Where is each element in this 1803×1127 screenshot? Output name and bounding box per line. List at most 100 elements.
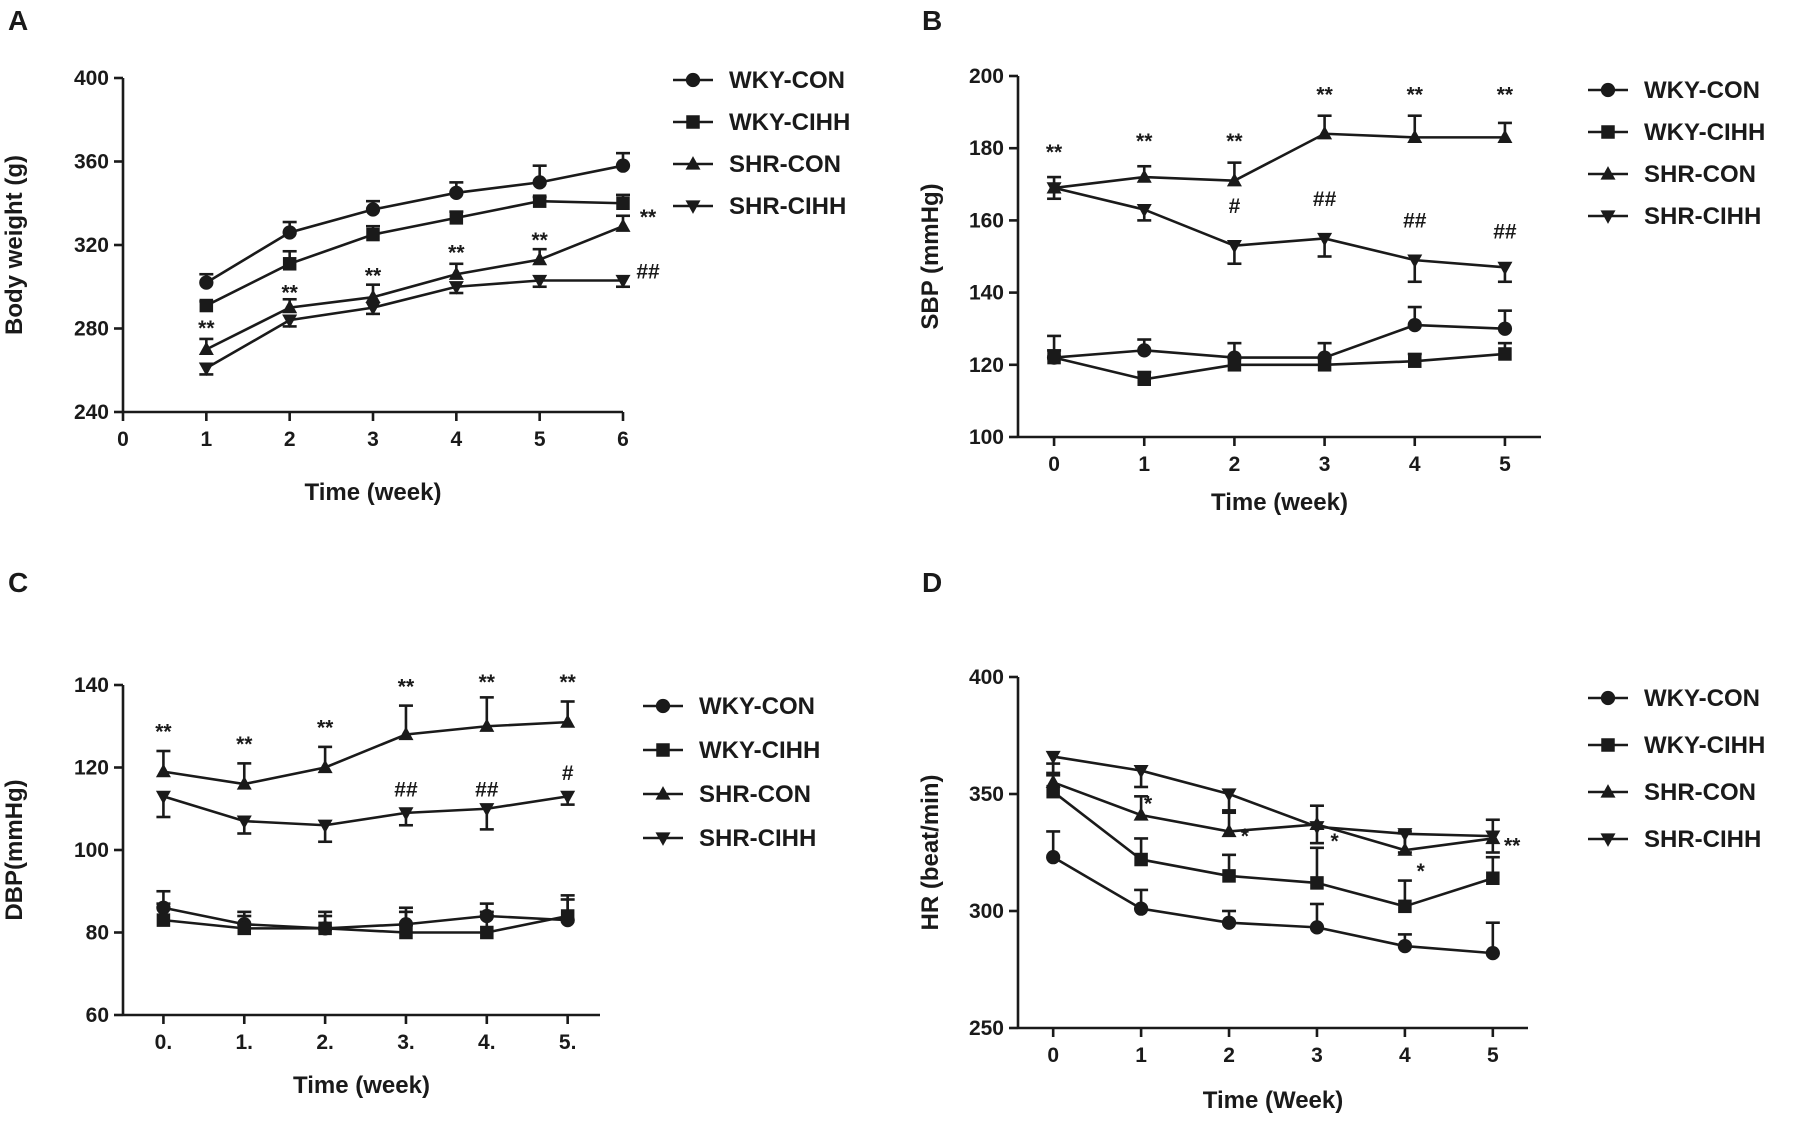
marker-shr-cihh <box>448 281 464 295</box>
x-tick-label: 4 <box>450 428 462 451</box>
marker-wky-con <box>365 202 381 217</box>
marker-shr-cihh <box>365 302 381 316</box>
legend-marker-shr-con <box>685 156 701 170</box>
marker-shr-cihh <box>1045 750 1061 765</box>
legend-marker-wky-con <box>1600 690 1616 706</box>
y-tick-label: 160 <box>969 209 1004 232</box>
legend-marker-shr-cihh <box>655 832 671 846</box>
marker-wky-con <box>1221 915 1237 930</box>
legend-marker-shr-cihh <box>1600 833 1616 847</box>
series-line-shr-con <box>163 720 568 786</box>
legend-marker-shr-con <box>1600 784 1616 798</box>
significance-label: ## <box>394 778 418 801</box>
y-axis-title: DBP(mmHg) <box>1 779 28 920</box>
legend-label-wky-con: WKY-CON <box>1644 685 1760 712</box>
x-tick-label: 0 <box>117 428 129 451</box>
chart-c: 60 80 100 120 140 0. 1. 2. 3. 4. 5. Time (week) DBP(… <box>1 671 820 1099</box>
marker-shr-con <box>1407 129 1423 143</box>
x-axis-title: Time (week) <box>1211 489 1348 516</box>
marker-wky-cihh <box>1408 354 1422 368</box>
legend-marker-wky-con <box>655 698 671 714</box>
series-line-wky-con <box>1053 323 1505 359</box>
y-tick-label: 350 <box>969 783 1004 806</box>
series-line-wky-con <box>1052 856 1493 955</box>
marker-wky-cihh <box>399 925 413 940</box>
y-tick-label: 300 <box>969 900 1004 923</box>
y-tick-label: 140 <box>969 282 1004 305</box>
marker-shr-cihh <box>1136 203 1152 218</box>
x-tick-label: 3 <box>1319 453 1331 476</box>
marker-shr-con <box>282 299 298 314</box>
series-line-wky-cihh <box>205 199 624 307</box>
marker-wky-cihh <box>616 196 630 210</box>
marker-shr-cihh <box>1397 828 1413 842</box>
marker-shr-cihh <box>1226 240 1242 254</box>
x-axis-title: Time (week) <box>305 479 442 506</box>
panel-letter-a: A <box>8 5 28 36</box>
marker-shr-cihh <box>1407 254 1423 268</box>
significance-label: ## <box>1403 210 1427 233</box>
series-line-wky-cihh <box>163 914 568 934</box>
marker-wky-cihh <box>480 925 494 940</box>
x-tick-label: 5. <box>559 1031 577 1054</box>
marker-wky-con <box>282 225 297 240</box>
x-tick-label: 4. <box>478 1031 496 1054</box>
marker-shr-cihh <box>1221 788 1237 802</box>
series-line-wky-con <box>205 164 624 284</box>
marker-shr-cihh <box>155 790 171 805</box>
significance-label: # <box>562 762 574 785</box>
y-tick-label: 80 <box>86 922 109 945</box>
x-tick-label: 1 <box>1135 1044 1147 1067</box>
significance-label: ** <box>479 671 496 694</box>
y-tick-label: 140 <box>74 674 109 697</box>
marker-shr-con <box>448 266 464 280</box>
legend-label-wky-con: WKY-CON <box>1644 77 1760 104</box>
significance-label: ** <box>1316 83 1333 106</box>
legend-label-wky-con: WKY-CON <box>729 67 845 94</box>
marker-wky-con <box>1397 938 1413 954</box>
marker-shr-cihh <box>1309 821 1325 835</box>
series-line-wky-cihh <box>1053 352 1506 381</box>
significance-label: # <box>1229 195 1241 218</box>
significance-label: ## <box>636 260 660 283</box>
marker-wky-con <box>615 158 631 173</box>
significance-label: ** <box>531 229 548 252</box>
significance-label: ** <box>640 206 657 229</box>
marker-shr-cihh <box>236 815 252 829</box>
marker-shr-cihh <box>1317 232 1333 247</box>
legend-marker-shr-cihh <box>1600 210 1616 224</box>
x-tick-label: 1 <box>200 428 212 451</box>
significance-label: ** <box>1497 83 1514 106</box>
x-tick-label: 2 <box>1229 453 1241 476</box>
series-line-shr-cihh <box>163 795 568 827</box>
panel-letter-c: C <box>8 567 28 598</box>
significance-label: ** <box>365 265 382 288</box>
x-tick-label: 2 <box>284 428 296 451</box>
y-tick-label: 250 <box>969 1017 1004 1040</box>
x-axis-title: Time (week) <box>293 1072 430 1099</box>
y-tick-label: 240 <box>74 401 109 424</box>
y-axis-title: HR (beat/min) <box>917 775 944 931</box>
marker-shr-cihh <box>560 790 576 805</box>
marker-wky-con <box>532 175 547 190</box>
marker-shr-cihh <box>1046 182 1062 196</box>
chart-b: 100 120 140 160 180 200 0 1 2 3 4 5 Time (week) SBP (… <box>917 65 1765 516</box>
y-axis-title: Body weight (g) <box>1 155 28 335</box>
marker-shr-cihh <box>198 362 214 377</box>
x-tick-label: 6 <box>617 428 629 451</box>
marker-shr-cihh <box>282 314 298 329</box>
marker-wky-con <box>1309 920 1325 935</box>
legend-marker-wky-cihh <box>1601 125 1615 139</box>
y-tick-label: 120 <box>74 757 109 780</box>
marker-wky-cihh <box>282 257 297 271</box>
significance-label: ** <box>1046 141 1063 164</box>
legend-label-wky-cihh: WKY-CIHH <box>699 737 820 764</box>
significance-label: ** <box>236 733 253 756</box>
series-line-wky-con <box>163 906 568 930</box>
marker-shr-cihh <box>1133 764 1149 779</box>
legend-label-shr-cihh: SHR-CIHH <box>1644 826 1761 853</box>
marker-wky-cihh <box>560 909 575 923</box>
legend-marker-shr-con <box>655 786 671 800</box>
marker-shr-cihh <box>398 807 414 821</box>
y-tick-label: 180 <box>969 137 1004 160</box>
